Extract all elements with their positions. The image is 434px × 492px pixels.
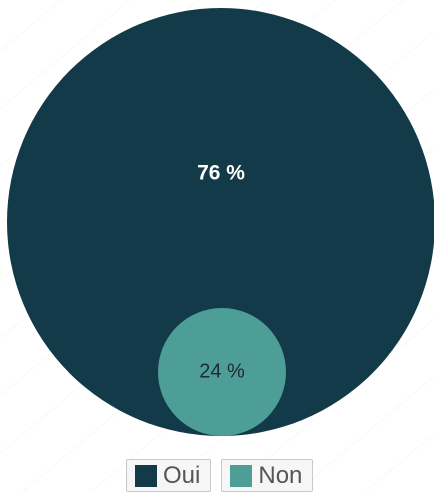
legend-swatch-non: [230, 464, 253, 487]
legend-swatch-oui: [135, 464, 157, 487]
legend-item-non[interactable]: Non: [221, 459, 314, 492]
data-label-non: 24 %: [199, 360, 245, 382]
bubble-oui[interactable]: [7, 8, 434, 436]
legend-item-oui[interactable]: Oui: [126, 459, 212, 492]
bubble-non[interactable]: [158, 308, 286, 436]
data-label-oui: 76 %: [197, 162, 245, 185]
legend: Oui Non: [126, 459, 314, 492]
legend-label-oui: Oui: [163, 461, 201, 489]
legend-label-non: Non: [258, 461, 303, 489]
